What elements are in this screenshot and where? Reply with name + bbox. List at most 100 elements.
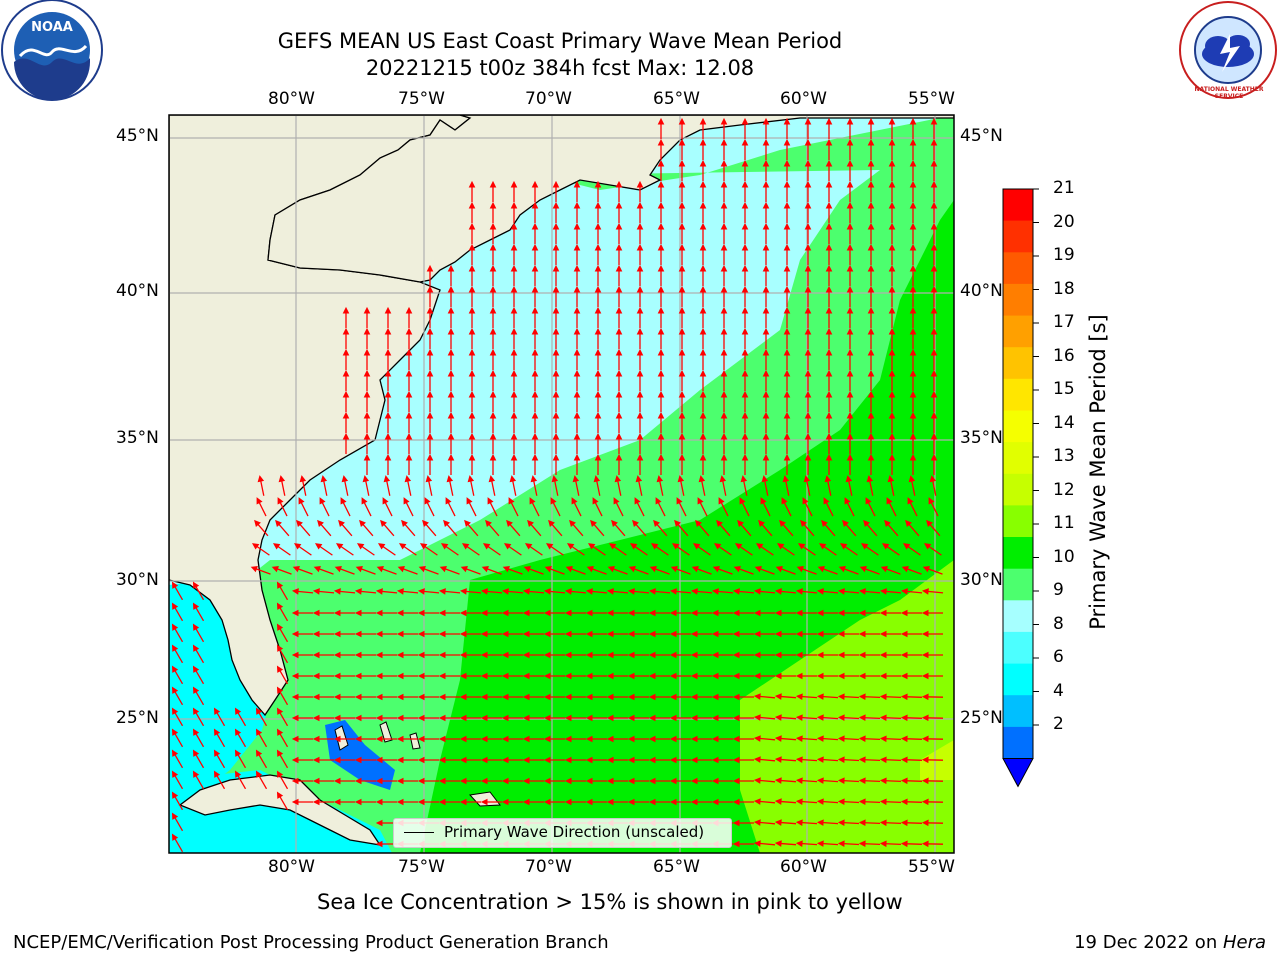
wave-arrow-head-983 [732,819,740,827]
wave-arrow-head-464 [592,497,599,505]
wave-arrow-head-25 [888,138,896,146]
wave-arrow-head-675 [795,630,803,638]
wave-arrow-head-865 [312,756,320,764]
wave-arrow-head-172 [699,285,707,293]
wave-arrow-head-315 [657,390,665,398]
wave-arrow-head-816 [837,714,845,722]
wave-arrow-head-157 [909,264,917,272]
wave-arrow-head-43 [489,180,497,188]
wave-arrow-head-327 [909,390,917,398]
wave-arrow-head-639 [753,609,761,617]
wave-arrow-head-771 [669,693,677,701]
wave-arrow-head-960 [837,798,845,806]
wave-arrow-head-944 [501,798,509,806]
wave-arrow-head-556 [439,566,447,573]
wave-arrow-head-63 [909,180,917,188]
wave-arrow-head-938 [375,798,383,806]
wave-arrow-head-468 [676,497,683,505]
wave-arrow-head-630 [564,609,572,617]
wave-arrow-head-417 [299,475,307,483]
wave-arrow-head-877 [564,756,572,764]
wave-arrow-head-909 [459,777,467,785]
wave-arrow-head-233 [762,327,770,335]
wave-arrow-head-356 [909,411,917,419]
wave-arrow-head-907 [417,777,425,785]
wave-arrow-head-225 [594,327,602,335]
wave-arrow-head-368 [552,432,560,440]
wave-arrow-head-549 [292,566,300,573]
wave-arrow-head-684 [276,644,284,652]
wave-arrow-head-550 [313,566,321,573]
wave-arrow-head-812 [753,714,761,721]
wave-arrow-head-603 [711,588,719,595]
wave-arrow-head-775 [753,693,761,700]
wave-arrow-head-345 [678,411,686,419]
wave-arrow-head-672 [732,630,740,638]
wave-arrow-head-431 [593,475,601,483]
colorbar-tick-label-14: 6 [1053,647,1064,667]
wave-arrow-head-829 [333,735,341,743]
wave-arrow-head-19 [762,138,770,146]
wave-arrow-head-673 [753,630,761,638]
wave-arrow-head-922 [732,777,740,785]
wave-arrow-head-992 [921,819,929,827]
wave-arrow-head-177 [804,285,812,293]
wave-arrow-head-806 [627,714,635,722]
wave-arrow-head-560 [523,566,531,573]
wave-arrow-head-299 [930,369,938,377]
wave-arrow-head-818 [879,714,887,722]
wave-arrow-head-546 [923,543,932,550]
wave-arrow-head-743 [795,672,803,680]
wave-arrow-head-271 [342,369,350,377]
wave-arrow-head-147 [699,264,707,272]
wave-arrow-head-894 [921,756,929,764]
wave-arrow-head-36 [825,159,833,167]
wave-arrow-head-804 [585,714,593,722]
wave-arrow-head-216 [405,327,413,335]
wave-arrow-head-659 [459,630,467,638]
wave-arrow-head-135 [447,264,455,272]
wave-arrow-head-112 [489,243,497,251]
wave-arrow-head-483 [296,519,303,528]
wave-arrow-head-826 [276,728,284,736]
wave-arrow-head-369 [573,432,581,440]
footer-right-date: 19 Dec 2022 on Hera [1074,932,1266,953]
legend-label: Primary Wave Direction (unscaled) [444,823,705,841]
colorbar-segment-9 [1003,473,1033,506]
wave-arrow-head-551 [334,566,342,573]
wave-arrow-head-638 [732,609,740,617]
wave-arrow-head-893 [900,756,908,764]
wave-arrow-head-141 [573,264,581,272]
wave-arrow-head-751 [192,686,200,694]
wave-arrow-head-693 [459,651,467,659]
wave-arrow-head-728 [480,672,488,680]
wave-arrow-head-99 [699,222,707,230]
wave-arrow-head-670 [690,630,698,638]
wave-arrow-head-633 [627,609,635,617]
colorbar-segment-14 [1003,631,1033,664]
wave-arrow-head-26 [909,138,917,146]
wave-arrow-head-848 [732,735,740,743]
wave-arrow-head-120 [657,243,665,251]
wave-arrow-head-564 [607,566,615,573]
wave-arrow-head-687 [333,651,341,659]
wave-arrow-head-861 [234,749,242,757]
wave-arrow-head-885 [732,756,740,764]
wave-arrow-head-727 [459,672,467,680]
wave-arrow-head-1020 [921,840,929,848]
wave-arrow-head-423 [425,475,433,483]
wave-arrow-head-892 [879,756,887,764]
wave-arrow-head-607 [795,588,803,595]
wave-arrow-head-700 [606,651,614,659]
wave-arrow-head-148 [720,264,728,272]
wave-arrow-head-695 [501,651,509,659]
wave-arrow-head-235 [804,327,812,335]
wave-arrow-head-298 [909,369,917,377]
wave-arrow-head-698 [564,651,572,659]
wave-arrow-head-802 [543,714,551,722]
wave-arrow-head-475 [823,497,830,505]
wave-arrow-head-891 [858,756,866,764]
island-andros [334,725,349,751]
wave-arrow-head-619 [333,609,341,617]
wave-arrow-head-250 [510,348,518,356]
